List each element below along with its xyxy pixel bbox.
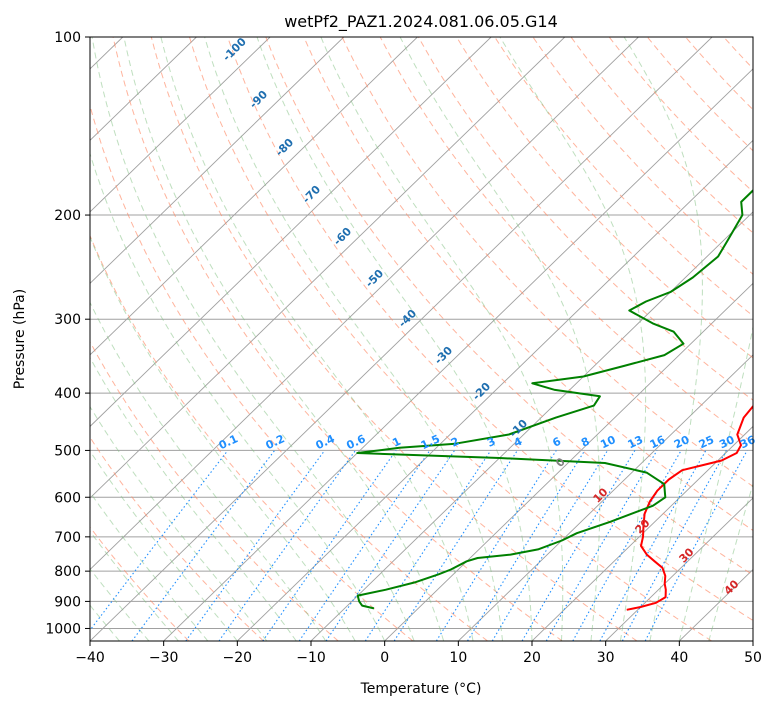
dewpoint-line bbox=[356, 189, 753, 610]
moist-adiabat-line bbox=[623, 37, 703, 641]
moist-adiabat-line bbox=[204, 37, 503, 641]
y-tick-label: 300 bbox=[54, 312, 81, 328]
isotherm-line bbox=[90, 37, 492, 428]
moist-adiabat-line bbox=[90, 152, 386, 641]
mixing-ratio-label: 13 bbox=[626, 433, 645, 451]
y-tick-label: 400 bbox=[54, 386, 81, 402]
moist-adiabat-line bbox=[90, 530, 179, 641]
dry-adiabat-line bbox=[90, 436, 264, 641]
isotherm-line bbox=[90, 37, 639, 571]
x-tick-label: 30 bbox=[597, 650, 615, 666]
mixing-ratio-line bbox=[218, 450, 356, 641]
x-tick-label: 40 bbox=[670, 650, 688, 666]
mixing-ratio-label: 20 bbox=[672, 433, 692, 451]
x-axis: −40 −30 −20 −10 0 10 20 30 40 50 bbox=[75, 641, 762, 666]
isotherm-line bbox=[90, 37, 271, 213]
mixing-ratio-line bbox=[298, 450, 431, 641]
x-tick-label: −20 bbox=[223, 650, 253, 666]
isotherm-line bbox=[90, 37, 713, 641]
moist-adiabat-line bbox=[90, 491, 209, 641]
dry-adiabat-line bbox=[90, 340, 339, 641]
mixing-ratio-line bbox=[185, 450, 326, 641]
y-tick-label: 200 bbox=[54, 208, 81, 224]
mixing-ratio-line bbox=[621, 450, 727, 641]
x-tick-label: −10 bbox=[296, 650, 326, 666]
mixing-ratio-line bbox=[131, 450, 276, 641]
x-tick-label: 50 bbox=[744, 650, 762, 666]
dry-adiabat-line bbox=[494, 37, 753, 317]
x-tick-label: 20 bbox=[523, 650, 541, 666]
isotherm-line bbox=[90, 37, 345, 285]
isotherm-line bbox=[163, 68, 753, 641]
dry-adiabat-line bbox=[90, 234, 414, 641]
mixing-ratio-line bbox=[467, 450, 586, 641]
y-tick-label: 500 bbox=[54, 443, 81, 459]
moist-adiabat-line bbox=[708, 482, 753, 641]
dry-adiabat-line bbox=[303, 37, 753, 531]
mixing-ratio-label: 10 bbox=[598, 433, 618, 451]
y-tick-label: 1000 bbox=[45, 621, 81, 637]
isotherm-line bbox=[237, 139, 753, 641]
dry-adiabat-line bbox=[150, 37, 638, 641]
y-axis-label: Pressure (hPa) bbox=[12, 289, 28, 389]
dry-adiabat-line bbox=[90, 103, 488, 641]
x-tick-label: 0 bbox=[380, 650, 389, 666]
chart-title: wetPf2_PAZ1.2024.081.06.05.G14 bbox=[284, 12, 558, 32]
mixing-ratio-line bbox=[644, 450, 748, 641]
sounding-lines bbox=[356, 189, 753, 611]
x-tick-label: 10 bbox=[449, 650, 467, 666]
mixing-ratio-line bbox=[599, 450, 707, 641]
moist-adiabat-line bbox=[499, 37, 647, 641]
y-tick-label: 100 bbox=[54, 30, 81, 46]
y-tick-label: 900 bbox=[54, 594, 81, 610]
dry-adiabat-line bbox=[227, 37, 753, 622]
mixing-ratio-line bbox=[262, 450, 397, 641]
moist-adiabat-line bbox=[91, 37, 415, 641]
x-tick-label: −40 bbox=[75, 650, 105, 666]
plot-frame bbox=[89, 36, 754, 642]
moist-adiabat-line bbox=[678, 324, 753, 641]
y-tick-label: 600 bbox=[54, 490, 81, 506]
isotherm-line bbox=[531, 425, 753, 641]
isotherm-line bbox=[90, 37, 197, 141]
moist-adiabat-line bbox=[90, 301, 327, 641]
mixing-ratio-label: 30 bbox=[717, 433, 737, 451]
mixing-ratio-line bbox=[90, 450, 229, 632]
y-tick-label: 800 bbox=[54, 564, 81, 580]
background-lines bbox=[90, 37, 753, 641]
moist-adiabat-line bbox=[90, 450, 238, 641]
moist-adiabat-line bbox=[90, 405, 268, 641]
y-axis: 100 200 300 400 500 600 700 800 900 1000 bbox=[45, 30, 90, 637]
mixing-ratio-line bbox=[325, 450, 456, 641]
isotherm-line bbox=[605, 497, 753, 641]
isotherm-line bbox=[384, 282, 753, 641]
moist-adiabat-line bbox=[256, 37, 533, 641]
mixing-ratio-line bbox=[393, 450, 518, 641]
dry-adiabat-line bbox=[112, 37, 563, 641]
moist-adiabat-line bbox=[160, 37, 474, 641]
mixing-ratio-label: 25 bbox=[697, 433, 716, 451]
dry-adiabat-line bbox=[189, 37, 712, 641]
moist-adiabat-line bbox=[399, 37, 601, 641]
moist-adiabat-line bbox=[320, 37, 564, 641]
dry-adiabat-line bbox=[265, 37, 753, 576]
isotherm-line bbox=[90, 37, 566, 499]
isotherm-line bbox=[90, 37, 418, 356]
mixing-ratio-label: 16 bbox=[648, 433, 668, 451]
x-axis-label: Temperature (°C) bbox=[360, 681, 482, 697]
mixing-ratio-line bbox=[364, 450, 492, 641]
dry-adiabat-line bbox=[456, 37, 753, 359]
temperature-line bbox=[626, 404, 753, 611]
moist-adiabat-line bbox=[123, 37, 445, 641]
x-tick-label: −30 bbox=[149, 650, 179, 666]
moist-adiabat-line bbox=[90, 235, 356, 641]
y-tick-label: 700 bbox=[54, 530, 81, 546]
moist-adiabat-line bbox=[90, 356, 297, 641]
